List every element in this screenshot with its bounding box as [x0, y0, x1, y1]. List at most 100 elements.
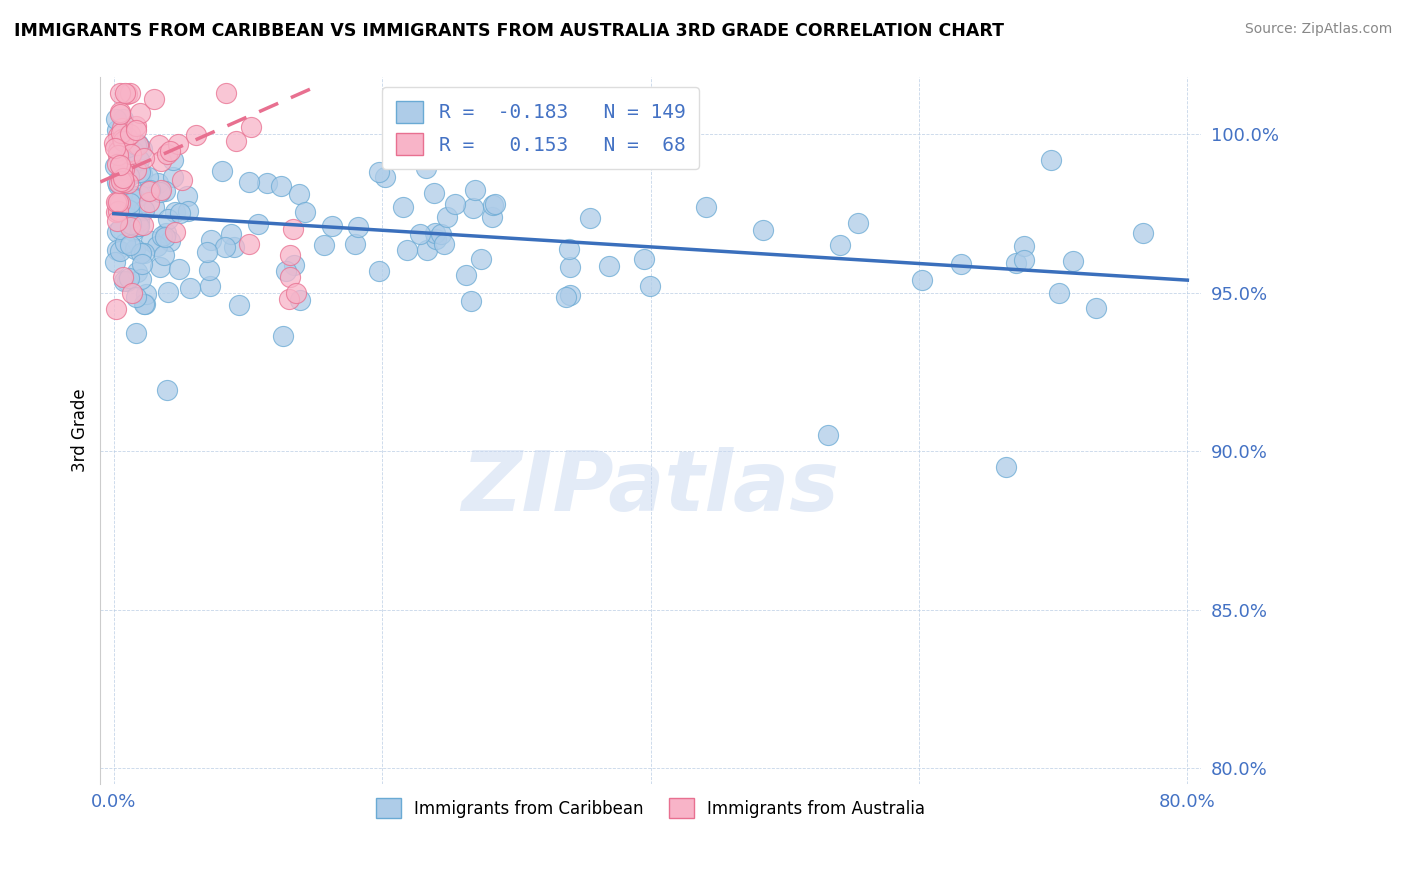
- Point: [228, 298, 250, 312]
- Point: [444, 196, 467, 211]
- Point: [270, 178, 292, 193]
- Point: [117, 169, 139, 183]
- Point: [994, 460, 1017, 475]
- Point: [1012, 252, 1035, 267]
- Point: [347, 220, 370, 235]
- Point: [138, 184, 160, 198]
- Point: [108, 107, 131, 121]
- Point: [115, 129, 138, 144]
- Point: [108, 104, 131, 119]
- Point: [118, 271, 141, 285]
- Point: [395, 243, 418, 257]
- Point: [152, 248, 174, 262]
- Point: [107, 128, 129, 143]
- Point: [148, 177, 170, 191]
- Point: [120, 128, 142, 142]
- Point: [107, 147, 129, 161]
- Point: [558, 260, 581, 275]
- Point: [132, 246, 155, 260]
- Point: [107, 203, 129, 218]
- Point: [111, 140, 134, 154]
- Point: [143, 92, 166, 106]
- Point: [111, 121, 134, 136]
- Point: [111, 169, 134, 183]
- Point: [127, 136, 149, 151]
- Point: [127, 219, 149, 233]
- Point: [132, 218, 155, 232]
- Point: [314, 238, 336, 252]
- Point: [105, 176, 128, 190]
- Point: [752, 223, 775, 237]
- Point: [112, 112, 135, 126]
- Point: [1062, 254, 1084, 268]
- Point: [200, 279, 222, 293]
- Point: [436, 210, 458, 224]
- Point: [112, 134, 135, 148]
- Point: [198, 262, 221, 277]
- Point: [107, 144, 129, 158]
- Point: [284, 285, 307, 300]
- Point: [120, 146, 142, 161]
- Point: [128, 153, 150, 168]
- Point: [129, 188, 152, 202]
- Point: [108, 195, 131, 210]
- Point: [148, 137, 170, 152]
- Point: [149, 185, 172, 199]
- Point: [107, 195, 129, 210]
- Point: [110, 174, 132, 188]
- Point: [162, 169, 184, 184]
- Point: [111, 187, 134, 202]
- Point: [482, 198, 505, 212]
- Point: [288, 186, 311, 201]
- Point: [278, 270, 301, 285]
- Point: [278, 248, 301, 262]
- Point: [132, 151, 155, 165]
- Point: [129, 246, 152, 260]
- Point: [150, 183, 173, 197]
- Point: [138, 194, 160, 209]
- Y-axis label: 3rd Grade: 3rd Grade: [72, 389, 89, 473]
- Text: IMMIGRANTS FROM CARIBBEAN VS IMMIGRANTS FROM AUSTRALIA 3RD GRADE CORRELATION CHA: IMMIGRANTS FROM CARIBBEAN VS IMMIGRANTS …: [14, 22, 1004, 40]
- Point: [159, 144, 181, 158]
- Point: [139, 183, 162, 197]
- Point: [105, 194, 128, 209]
- Point: [368, 264, 391, 278]
- Point: [128, 219, 150, 234]
- Point: [143, 200, 166, 214]
- Point: [456, 268, 478, 283]
- Point: [108, 137, 131, 152]
- Point: [169, 261, 191, 276]
- Point: [111, 270, 134, 285]
- Point: [148, 260, 170, 274]
- Point: [121, 285, 143, 300]
- Point: [122, 224, 145, 238]
- Point: [415, 161, 437, 175]
- Point: [184, 128, 207, 142]
- Point: [238, 237, 260, 252]
- Point: [470, 252, 492, 267]
- Point: [433, 237, 456, 252]
- Point: [157, 285, 180, 300]
- Point: [128, 165, 150, 179]
- Point: [134, 297, 156, 311]
- Point: [578, 211, 600, 225]
- Point: [114, 87, 136, 101]
- Point: [225, 134, 247, 148]
- Point: [150, 228, 173, 243]
- Point: [830, 237, 852, 252]
- Point: [110, 169, 132, 184]
- Point: [817, 428, 839, 442]
- Point: [638, 278, 661, 293]
- Point: [283, 258, 305, 272]
- Point: [211, 164, 233, 178]
- Point: [391, 200, 413, 214]
- Point: [555, 290, 578, 304]
- Point: [167, 136, 190, 151]
- Point: [146, 238, 169, 252]
- Point: [111, 132, 134, 146]
- Point: [104, 159, 127, 173]
- Point: [155, 226, 177, 240]
- Point: [463, 201, 485, 215]
- Point: [131, 142, 153, 156]
- Point: [108, 244, 131, 258]
